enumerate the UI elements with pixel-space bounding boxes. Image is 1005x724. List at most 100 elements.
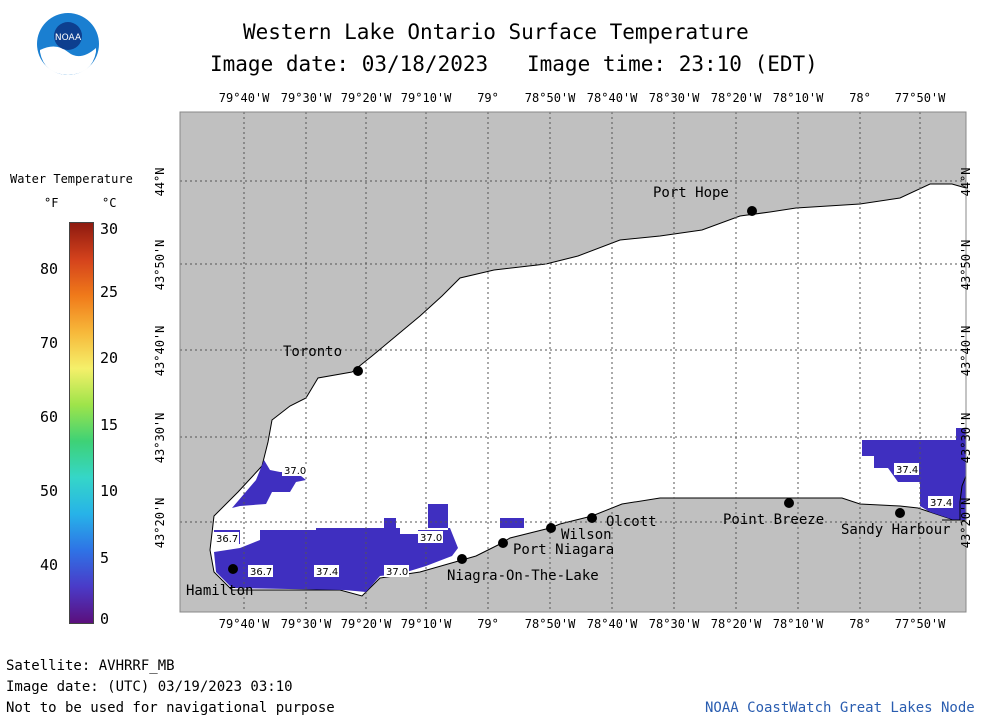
city-label: Toronto <box>283 344 342 360</box>
temperature-label: 37.4 <box>928 496 953 509</box>
legend-tick-c: 20 <box>100 349 119 367</box>
cities: Port Hope Toronto Hamilton Niagra-On-The-La… <box>186 185 951 599</box>
latitude-label-left: 43°30'N <box>153 412 167 464</box>
city-label: Olcott <box>606 514 657 530</box>
longitude-label-top: 78° <box>849 91 871 105</box>
latitude-label-right: 43°40'N <box>959 325 973 377</box>
city-label: Hamilton <box>186 583 253 599</box>
svg-text:37.0: 37.0 <box>284 466 306 477</box>
longitude-label-bottom: 77°50'W <box>894 617 946 631</box>
longitude-label-bottom: 78°10'W <box>772 617 824 631</box>
longitude-label-bottom: 79°10'W <box>400 617 452 631</box>
latitude-label-left: 43°40'N <box>153 325 167 377</box>
noaa-logo: NOAA <box>36 12 100 76</box>
city-label: Port Hope <box>653 185 729 201</box>
longitude-label-bottom: 79°20'W <box>340 617 392 631</box>
temperature-label: 37.0 <box>384 565 409 578</box>
svg-text:36.7: 36.7 <box>250 567 272 578</box>
city-niagra-on-the-lake: Niagra-On-The-Lake <box>447 554 599 584</box>
temperature-label: 37.4 <box>314 565 339 578</box>
city-marker <box>895 508 905 518</box>
logo-text: NOAA <box>55 33 82 43</box>
temperature-colorbar <box>69 222 94 624</box>
longitude-label-top: 77°50'W <box>894 91 946 105</box>
legend-tick-c: 30 <box>100 220 119 238</box>
svg-text:37.0: 37.0 <box>386 567 408 578</box>
credit-link[interactable]: NOAA CoastWatch Great Lakes Node <box>705 700 975 716</box>
city-marker <box>498 538 508 548</box>
city-sandy-harbour: Sandy Harbour <box>841 508 951 538</box>
longitude-label-bottom: 78° <box>849 617 871 631</box>
city-marker <box>228 564 238 574</box>
city-hamilton: Hamilton <box>186 564 253 599</box>
temperature-label: 36.7 <box>214 532 239 545</box>
city-label: Port Niagara <box>513 542 614 558</box>
latitude-label-left: 44°N <box>153 167 167 197</box>
longitude-label-top: 78°40'W <box>586 91 638 105</box>
svg-text:37.4: 37.4 <box>316 567 338 578</box>
legend-tick-c: 25 <box>100 283 119 301</box>
satellite-info: Satellite: AVHRRF_MB <box>6 658 175 674</box>
longitude-label-bottom: 79°30'W <box>280 617 332 631</box>
latitude-label-left: 43°20'N <box>153 497 167 549</box>
legend-tick-c: 0 <box>100 610 110 628</box>
city-port-niagara: Port Niagara <box>498 538 614 558</box>
longitude-label-bottom: 78°20'W <box>710 617 762 631</box>
city-marker <box>587 513 597 523</box>
temperature-label: 36.7 <box>248 565 273 578</box>
city-label: Point Breeze <box>723 512 824 528</box>
temperature-label: 37.0 <box>282 464 307 477</box>
longitude-label-bottom: 78°30'W <box>648 617 700 631</box>
legend-tick-c: 5 <box>100 549 110 567</box>
legend-tick-f: 70 <box>40 334 59 352</box>
longitude-label-bottom: 79°40'W <box>218 617 270 631</box>
legend-tick-c: 10 <box>100 482 119 500</box>
image-time: Image time: 23:10 (EDT) <box>527 52 818 76</box>
utc-date: Image date: (UTC) 03/19/2023 03:10 <box>6 679 293 695</box>
city-marker <box>353 366 363 376</box>
legend-title: Water Temperature <box>10 172 133 186</box>
legend-tick-c: 15 <box>100 416 119 434</box>
longitude-label-bottom: 79° <box>477 617 499 631</box>
latitude-label-right: 43°30'N <box>959 412 973 464</box>
city-label: Niagra-On-The-Lake <box>447 568 599 584</box>
longitude-label-top: 79° <box>477 91 499 105</box>
graticule <box>180 112 966 612</box>
longitude-label-top: 79°20'W <box>340 91 392 105</box>
longitude-label-bottom: 78°40'W <box>586 617 638 631</box>
city-olcott: Olcott <box>587 513 657 530</box>
legend-unit-c: °C <box>102 196 117 210</box>
longitude-label-top: 78°10'W <box>772 91 824 105</box>
legend-tick-f: 50 <box>40 482 59 500</box>
legend-unit-f: °F <box>44 196 59 210</box>
city-label: Wilson <box>561 527 612 543</box>
latitude-label-right: 44°N <box>959 167 973 197</box>
longitude-label-top: 78°50'W <box>524 91 576 105</box>
latitude-label-right: 43°20'N <box>959 497 973 549</box>
longitude-label-top: 79°30'W <box>280 91 332 105</box>
city-point-breeze: Point Breeze <box>723 498 824 528</box>
city-marker <box>747 206 757 216</box>
longitude-label-top: 79°10'W <box>400 91 452 105</box>
temperature-label: 37.0 <box>418 531 443 544</box>
disclaimer: Not to be used for navigational purpose <box>6 700 335 716</box>
city-port-hope: Port Hope <box>653 185 757 216</box>
longitude-label-top: 78°20'W <box>710 91 762 105</box>
city-marker <box>457 554 467 564</box>
city-marker <box>784 498 794 508</box>
legend-tick-f: 80 <box>40 260 59 278</box>
longitude-label-top: 78°30'W <box>648 91 700 105</box>
longitude-label-top: 79°40'W <box>218 91 270 105</box>
temperature-labels: 37.0 36.7 36.7 37.4 37.0 37.0 37.4 37.4 <box>214 463 953 578</box>
svg-text:37.0: 37.0 <box>420 533 442 544</box>
svg-text:37.4: 37.4 <box>930 498 952 509</box>
city-label: Sandy Harbour <box>841 522 951 538</box>
latitude-label-right: 43°50'N <box>959 239 973 291</box>
temperature-label: 37.4 <box>894 463 919 476</box>
city-wilson: Wilson <box>546 523 612 543</box>
image-date: Image date: 03/18/2023 <box>210 52 489 76</box>
latitude-label-left: 43°50'N <box>153 239 167 291</box>
svg-text:37.4: 37.4 <box>896 465 918 476</box>
lake-ontario <box>209 183 966 597</box>
